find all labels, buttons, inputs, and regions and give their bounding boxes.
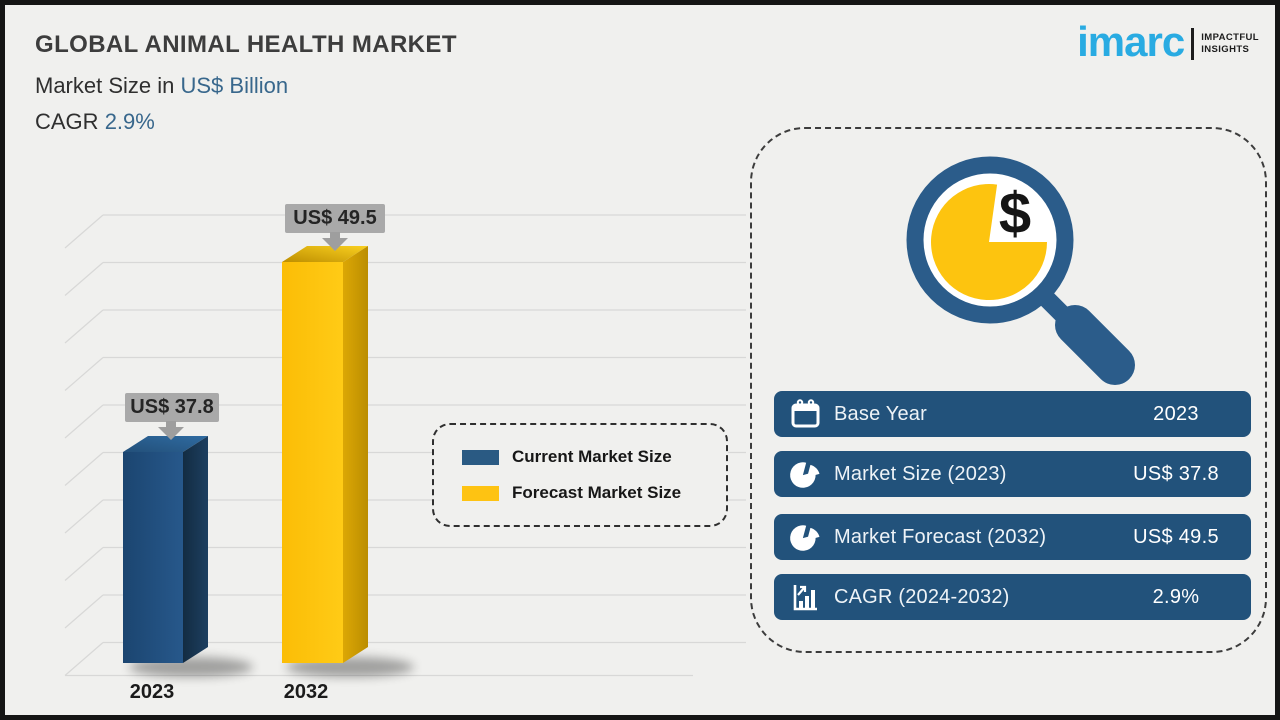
cagr-value: 2.9% bbox=[104, 109, 155, 134]
legend-label: Forecast Market Size bbox=[512, 483, 682, 502]
row-value: 2.9% bbox=[1152, 585, 1200, 608]
chart-legend: Current Market Size Forecast Market Size bbox=[432, 423, 728, 527]
panel-row-base-year: Base Year 2023 bbox=[774, 391, 1251, 437]
logo-tagline: IMPACTFUL INSIGHTS bbox=[1201, 32, 1259, 57]
subtitle-unit: US$ Billion bbox=[180, 73, 289, 98]
page-title: GLOBAL ANIMAL HEALTH MARKET bbox=[35, 31, 457, 58]
logo-tagline-line2: INSIGHTS bbox=[1201, 44, 1250, 55]
bar-chart-canvas bbox=[64, 214, 746, 677]
legend-swatch-blue bbox=[462, 449, 499, 465]
calendar-icon bbox=[784, 398, 826, 430]
row-label: CAGR (2024-2032) bbox=[834, 585, 1010, 608]
row-value: 2023 bbox=[1153, 402, 1199, 425]
bar-2023-current bbox=[123, 436, 208, 663]
subtitle-prefix: Market Size in bbox=[35, 73, 181, 98]
header: GLOBAL ANIMAL HEALTH MARKET Market Size … bbox=[35, 31, 457, 135]
value-label-2032: US$ 49.5 bbox=[285, 204, 385, 233]
bar-2032-forecast bbox=[282, 246, 368, 663]
summary-panel: $ Base Year 2023 bbox=[750, 127, 1267, 653]
imarc-logo-wordmark: imarc bbox=[1077, 18, 1185, 65]
row-value: US$ 49.5 bbox=[1133, 525, 1219, 548]
row-value: US$ 37.8 bbox=[1133, 462, 1219, 485]
down-arrow-icon bbox=[322, 232, 348, 251]
down-arrow-icon bbox=[158, 421, 184, 440]
axis-label-2023: 2023 bbox=[129, 681, 175, 703]
panel-row-cagr: CAGR (2024-2032) 2.9% bbox=[774, 574, 1251, 620]
pie-chart-icon bbox=[784, 457, 826, 491]
legend-item-forecast: Forecast Market Size bbox=[462, 483, 726, 503]
gridlines bbox=[64, 214, 746, 677]
dollar-sign: $ bbox=[999, 181, 1031, 246]
panel-row-market-size: Market Size (2023) US$ 37.8 bbox=[774, 451, 1251, 497]
bar-growth-icon bbox=[784, 581, 826, 613]
magnifier-pie-dollar-icon: $ bbox=[906, 156, 1135, 385]
cagr-label: CAGR bbox=[35, 109, 105, 134]
subtitle: Market Size in US$ Billion bbox=[35, 73, 457, 99]
value-label-2023: US$ 37.8 bbox=[125, 393, 219, 422]
imarc-logo: imarc IMPACTFUL INSIGHTS bbox=[1077, 21, 1259, 63]
legend-swatch-yellow bbox=[462, 485, 499, 501]
row-label: Market Size (2023) bbox=[834, 462, 1007, 485]
logo-divider bbox=[1191, 28, 1195, 60]
legend-label: Current Market Size bbox=[512, 447, 672, 466]
row-label: Market Forecast (2032) bbox=[834, 525, 1047, 548]
cagr-line: CAGR 2.9% bbox=[35, 109, 457, 135]
row-label: Base Year bbox=[834, 402, 927, 425]
panel-row-market-forecast: Market Forecast (2032) US$ 49.5 bbox=[774, 514, 1251, 560]
legend-item-current: Current Market Size bbox=[462, 447, 726, 467]
pie-chart-icon bbox=[784, 520, 826, 554]
axis-label-2032: 2032 bbox=[283, 681, 329, 703]
pie-slice bbox=[931, 184, 1047, 301]
logo-tagline-line1: IMPACTFUL bbox=[1201, 31, 1259, 43]
